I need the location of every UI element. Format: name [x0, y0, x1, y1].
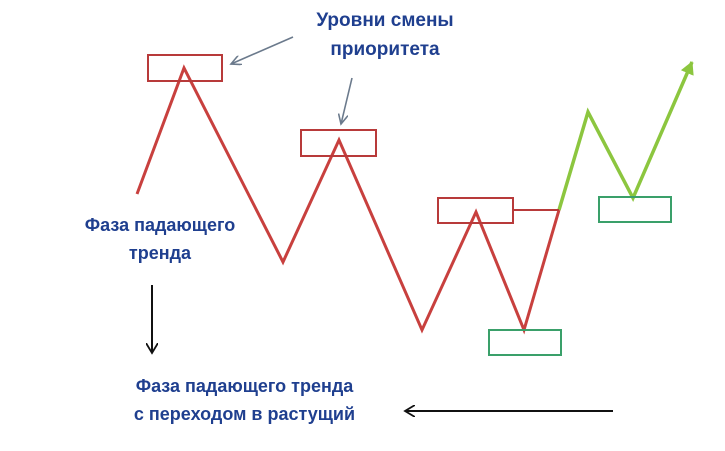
rising-trend-line — [557, 61, 694, 211]
pointer-arrow-2 — [341, 77, 353, 124]
priority-levels-label: Уровни смены приоритета — [290, 6, 480, 64]
priority-levels-label-line-1: Уровни смены — [316, 10, 454, 31]
falling-phase-label-line-1: Фаза падающего — [84, 215, 236, 235]
priority-level-box-1 — [147, 54, 223, 82]
falling-trend-line — [135, 64, 561, 335]
falling-phase-label: Фаза падающего тренда — [55, 211, 265, 267]
transition-phase-label-line-2: с переходом в растущий — [133, 404, 356, 424]
falling-phase-label-line-2: тренда — [128, 243, 192, 263]
support-level-box-2 — [598, 196, 672, 223]
transition-phase-label-line-1: Фаза падающего тренда — [135, 376, 354, 396]
transition-phase-label: Фаза падающего тренда с переходом в раст… — [92, 372, 397, 428]
support-level-box-1 — [488, 329, 562, 356]
pointer-arrow-1 — [231, 36, 294, 64]
priority-level-box-2 — [300, 129, 377, 157]
priority-levels-label-line-2: приоритета — [330, 39, 440, 60]
